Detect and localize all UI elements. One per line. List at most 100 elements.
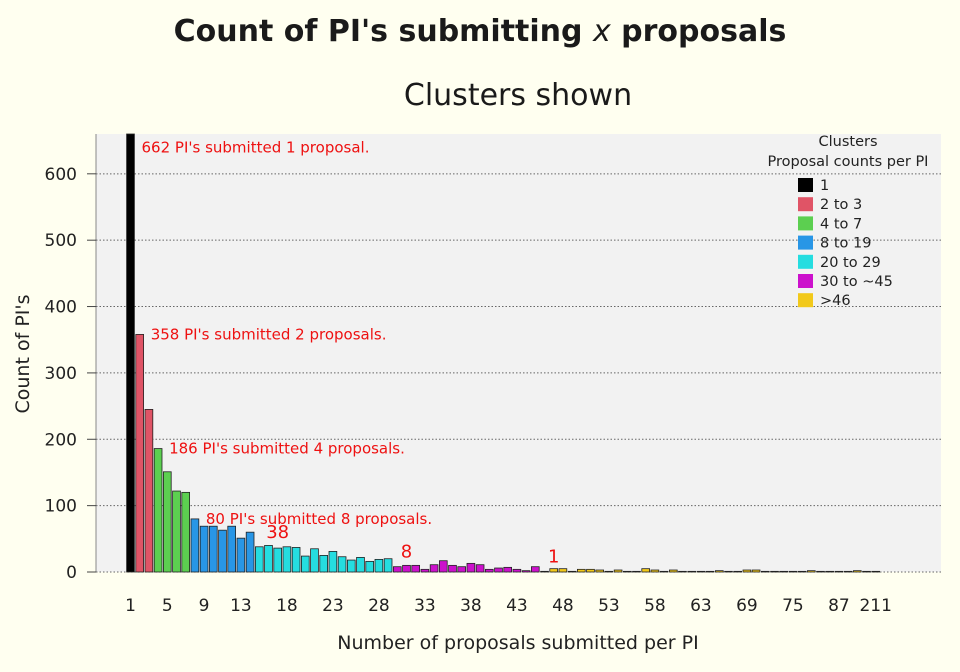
- bar-annotation: 186 PI's submitted 4 proposals.: [169, 440, 405, 458]
- bar: [475, 564, 485, 573]
- bar: [245, 531, 255, 573]
- bar: [466, 562, 476, 573]
- bar: [862, 570, 871, 573]
- bar: [705, 570, 715, 573]
- bar: [328, 551, 338, 573]
- bar: [641, 568, 650, 573]
- bar: [696, 570, 706, 573]
- y-tick-label: 500: [45, 231, 77, 251]
- legend-entry-label: 4 to 7: [820, 216, 862, 232]
- y-tick-label: 400: [45, 298, 77, 318]
- bar: [494, 567, 503, 573]
- bar: [162, 471, 172, 573]
- bar: [577, 568, 586, 573]
- bar: [254, 546, 264, 573]
- bar: [374, 558, 384, 573]
- legend-swatch: [798, 216, 813, 231]
- bar: [420, 568, 430, 573]
- legend-swatch: [798, 274, 813, 288]
- bar: [457, 566, 466, 573]
- bar: [751, 569, 761, 573]
- legend-swatch: [798, 293, 813, 308]
- bar: [540, 570, 549, 573]
- y-tick-label: 100: [45, 497, 77, 517]
- legend-entries: 1 2 to 3 4 to 7 8 to 19 20 to 29 30 to ~45 >46: [798, 178, 893, 309]
- bar: [365, 560, 374, 573]
- bar: [770, 570, 779, 573]
- bar: [834, 570, 844, 573]
- bar: [715, 570, 724, 573]
- bar: [779, 570, 788, 573]
- legend-swatch: [798, 178, 813, 192]
- bar: [337, 556, 347, 573]
- bar: [310, 548, 319, 573]
- bar: [825, 570, 834, 573]
- bar: [687, 570, 696, 573]
- bar: [521, 570, 531, 573]
- bar: [448, 564, 457, 573]
- bar: [623, 570, 632, 573]
- cluster-label: 8: [401, 542, 412, 563]
- bar: [549, 568, 558, 573]
- bar: [282, 546, 292, 573]
- chart-title-variable: x: [592, 14, 611, 49]
- bar: [199, 525, 209, 573]
- legend-entry-label: 8 to 19: [820, 236, 871, 252]
- x-tick-label: 33: [414, 596, 436, 616]
- bar: [190, 518, 200, 573]
- x-tick-label: 5: [162, 596, 173, 616]
- x-tick-label: 9: [199, 596, 210, 616]
- bar: [218, 529, 227, 573]
- chart-subtitle: Clusters shown: [404, 78, 632, 113]
- legend-entry-label: >46: [820, 293, 851, 309]
- x-tick-label: 53: [598, 596, 620, 616]
- y-ticks: 0 100 200 300 400 500 600: [45, 165, 96, 583]
- bar: [135, 334, 145, 573]
- x-tick-label: 63: [690, 596, 712, 616]
- y-tick-label: 300: [45, 364, 77, 384]
- x-tick-label: 58: [644, 596, 666, 616]
- bar: [531, 566, 540, 573]
- bar: [632, 570, 641, 573]
- plot-area: [96, 134, 941, 572]
- annotations: 662 PI's submitted 1 proposal. 358 PI's s…: [142, 138, 560, 567]
- y-axis-label: Count of PI's: [12, 294, 34, 413]
- legend-title: Clusters: [818, 134, 877, 150]
- x-tick-label: 18: [276, 596, 298, 616]
- bar: [181, 491, 191, 573]
- legend-swatch: [798, 197, 813, 212]
- bar: [807, 570, 816, 573]
- x-tick-label: 28: [368, 596, 390, 616]
- bar: [172, 490, 181, 573]
- bar: [208, 525, 218, 573]
- bar: [742, 569, 752, 573]
- legend-entry-label: 20 to 29: [820, 255, 881, 271]
- x-tick-label: 87: [828, 596, 850, 616]
- bar: [797, 570, 807, 573]
- bar: [724, 570, 733, 573]
- bar: [659, 570, 669, 573]
- bar-annotation: 80 PI's submitted 8 proposals.: [206, 510, 432, 528]
- legend-swatch: [798, 254, 813, 269]
- bar: [669, 569, 678, 573]
- bar: [788, 570, 798, 573]
- x-tick-label: 69: [736, 596, 758, 616]
- cluster-label: 1: [548, 546, 559, 567]
- bar: [126, 133, 135, 573]
- bar: [300, 555, 310, 573]
- x-tick-label: 48: [552, 596, 574, 616]
- bar: [383, 558, 393, 573]
- bar: [816, 570, 825, 573]
- legend-swatch: [798, 235, 813, 250]
- bar: [512, 568, 522, 573]
- legend-entry-label: 2 to 3: [820, 197, 862, 213]
- bar: [678, 570, 687, 573]
- bar: [402, 564, 411, 573]
- bars: [126, 133, 880, 573]
- x-tick-label: 75: [782, 596, 804, 616]
- legend: Clusters Proposal counts per PI 1 2 to 3 4…: [768, 134, 929, 309]
- bar: [843, 570, 853, 573]
- bar: [650, 569, 660, 573]
- bar: [273, 547, 282, 573]
